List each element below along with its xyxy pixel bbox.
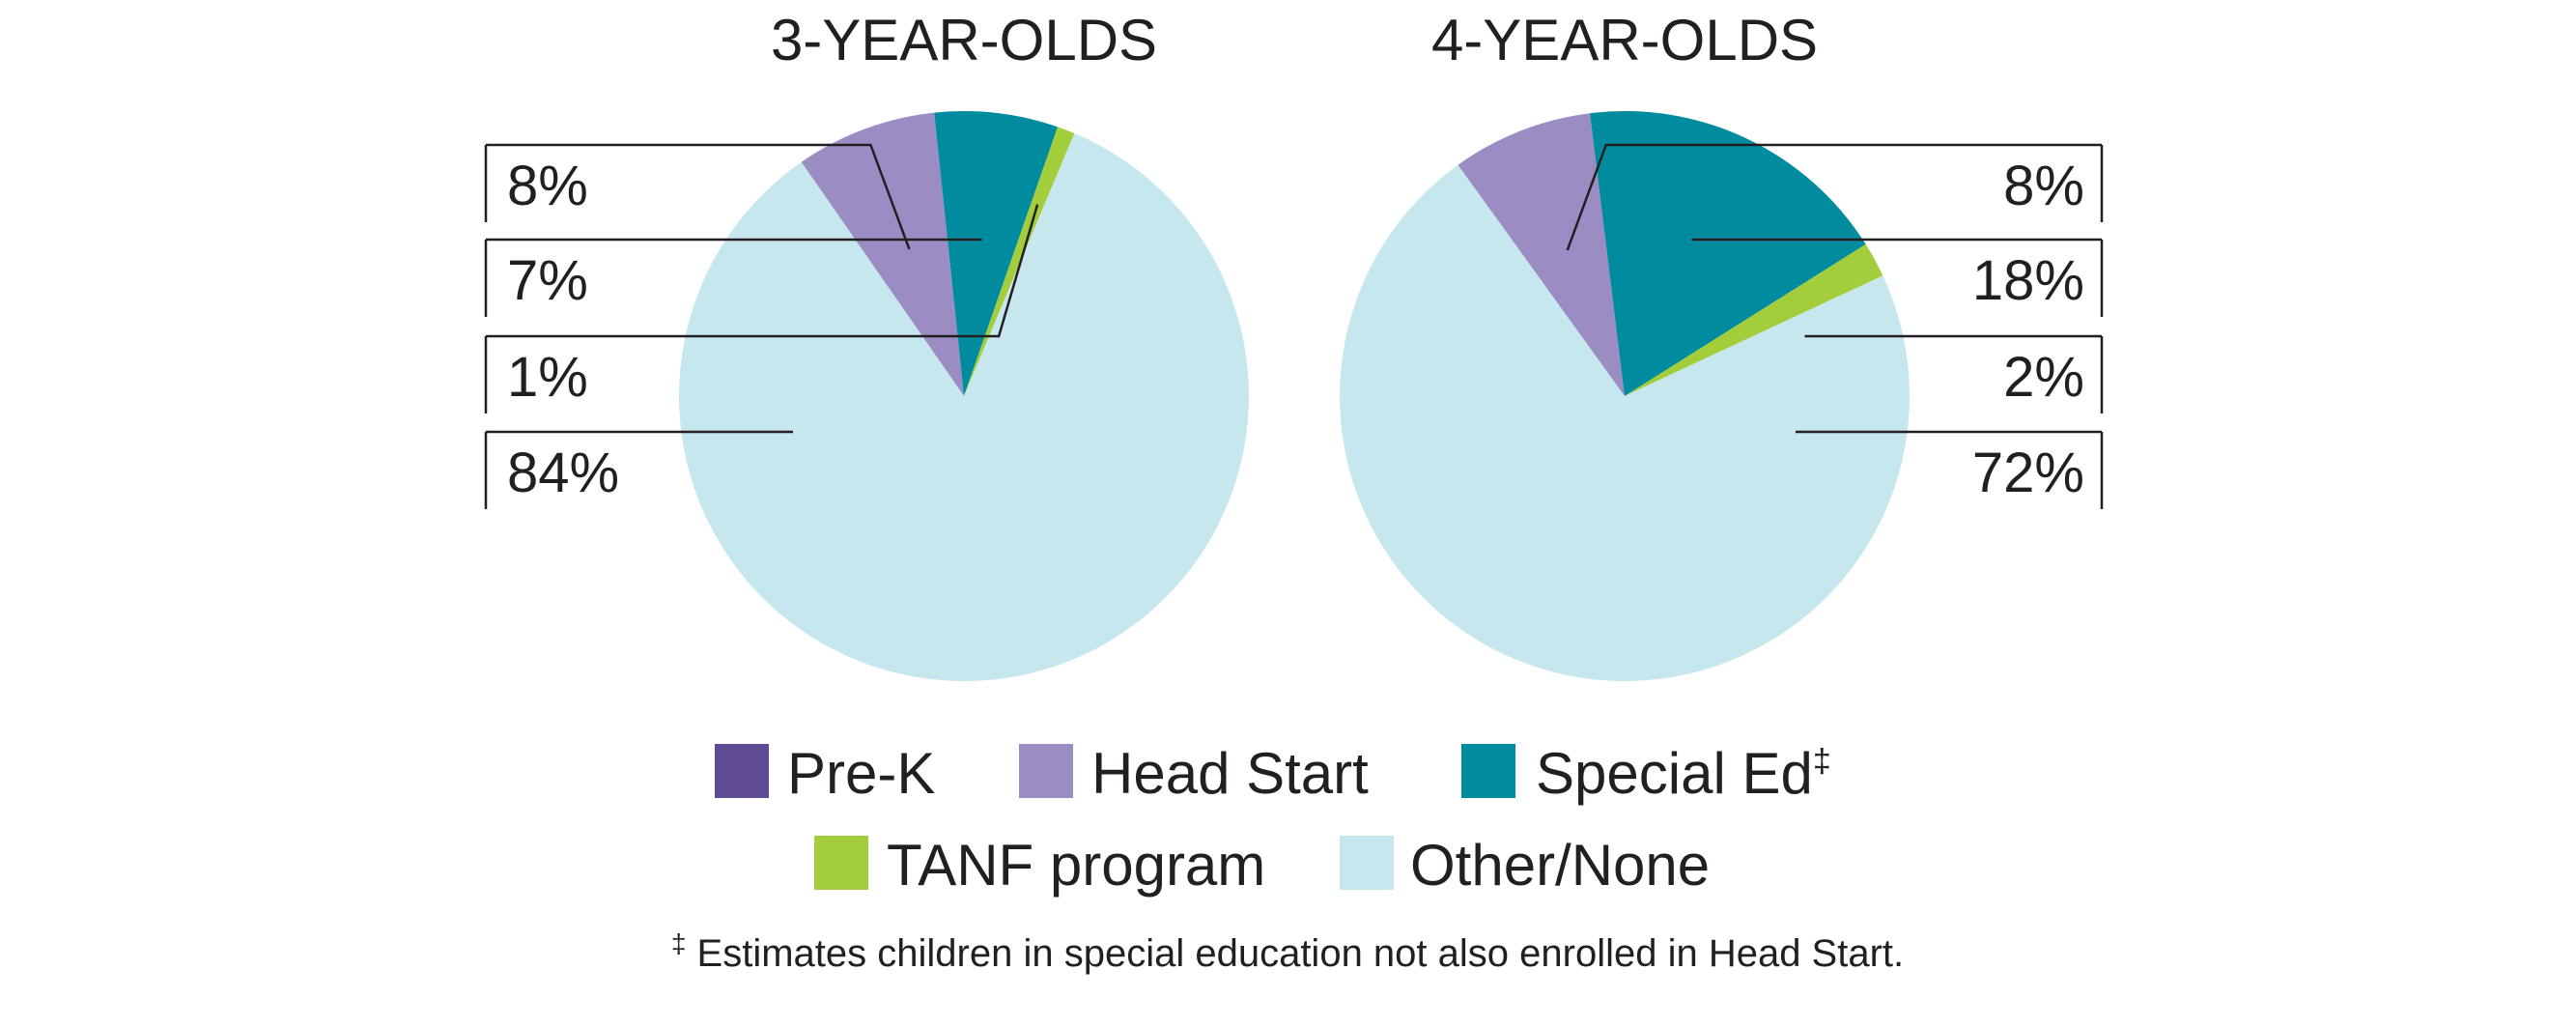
legend-swatch-head-start — [1019, 744, 1073, 798]
footnote-text: Estimates children in special education … — [686, 932, 1904, 975]
pie-slice-special-ed — [1590, 111, 1866, 397]
label-leader-line — [486, 204, 1039, 338]
pie-slices-4-year-olds — [1340, 111, 1911, 682]
legend-item-head-start: Head Start — [1019, 741, 1369, 806]
footnote-mark: ‡ — [671, 928, 687, 958]
pie-label-head-start: 8% — [2003, 155, 2084, 217]
pie-slice-tanf-program — [1625, 243, 1883, 396]
legend-label-special-ed-sup: ‡ — [1813, 743, 1831, 780]
legend-label-head-start: Head Start — [1091, 741, 1369, 806]
legend-label-special-ed: Special Ed‡ — [1536, 741, 1831, 806]
pie-chart-3-year-olds: 3-YEAR-OLDS 8% 7% 1% 84% — [484, 8, 1250, 681]
pie-labels-3-year-olds: 8% 7% 1% 84% — [484, 143, 1039, 509]
legend: Pre-K Head Start Special Ed‡ TANF progra… — [715, 741, 1831, 898]
pie-slice-special-ed — [934, 111, 1059, 397]
pie-chart-4-year-olds: 4-YEAR-OLDS 8% 18% 2% 72% — [1340, 8, 2104, 682]
pie-label-head-start: 8% — [507, 155, 588, 217]
pie-label-tanf-program: 1% — [507, 346, 588, 409]
legend-label-special-ed-text: Special Ed — [1536, 741, 1813, 806]
pie-label-other-none: 84% — [507, 442, 619, 504]
legend-label-pre-k: Pre-K — [787, 741, 935, 806]
chart-title-3-year-olds: 3-YEAR-OLDS — [771, 8, 1157, 72]
label-leader-line — [486, 143, 911, 250]
pie-label-tanf-program: 2% — [2003, 346, 2084, 409]
pie-slice-head-start — [1458, 113, 1625, 396]
legend-item-special-ed: Special Ed‡ — [1461, 741, 1831, 806]
legend-label-tanf-program: TANF program — [887, 833, 1265, 898]
legend-swatch-special-ed — [1461, 744, 1515, 798]
label-leader-line — [1566, 143, 2102, 251]
pie-slice-head-start — [801, 112, 964, 397]
legend-swatch-other-none — [1340, 836, 1394, 890]
legend-item-pre-k: Pre-K — [715, 741, 935, 806]
legend-item-tanf-program: TANF program — [814, 833, 1265, 898]
pie-slice-other-none — [1340, 164, 1911, 682]
pie-label-special-ed: 7% — [507, 249, 588, 312]
legend-label-other-none: Other/None — [1410, 833, 1710, 898]
footnote: ‡ Estimates children in special educatio… — [671, 928, 1904, 975]
pie-slice-other-none — [679, 133, 1250, 681]
pie-label-other-none: 72% — [1972, 442, 2084, 504]
pie-label-special-ed: 18% — [1972, 249, 2084, 312]
legend-swatch-tanf-program — [814, 836, 868, 890]
pie-slice-tanf-program — [964, 127, 1075, 396]
pie-slices-3-year-olds — [679, 111, 1250, 681]
pie-labels-4-year-olds: 8% 18% 2% 72% — [1566, 143, 2104, 509]
chart-title-4-year-olds: 4-YEAR-OLDS — [1431, 8, 1818, 72]
legend-swatch-pre-k — [715, 744, 769, 798]
legend-item-other-none: Other/None — [1340, 833, 1710, 898]
